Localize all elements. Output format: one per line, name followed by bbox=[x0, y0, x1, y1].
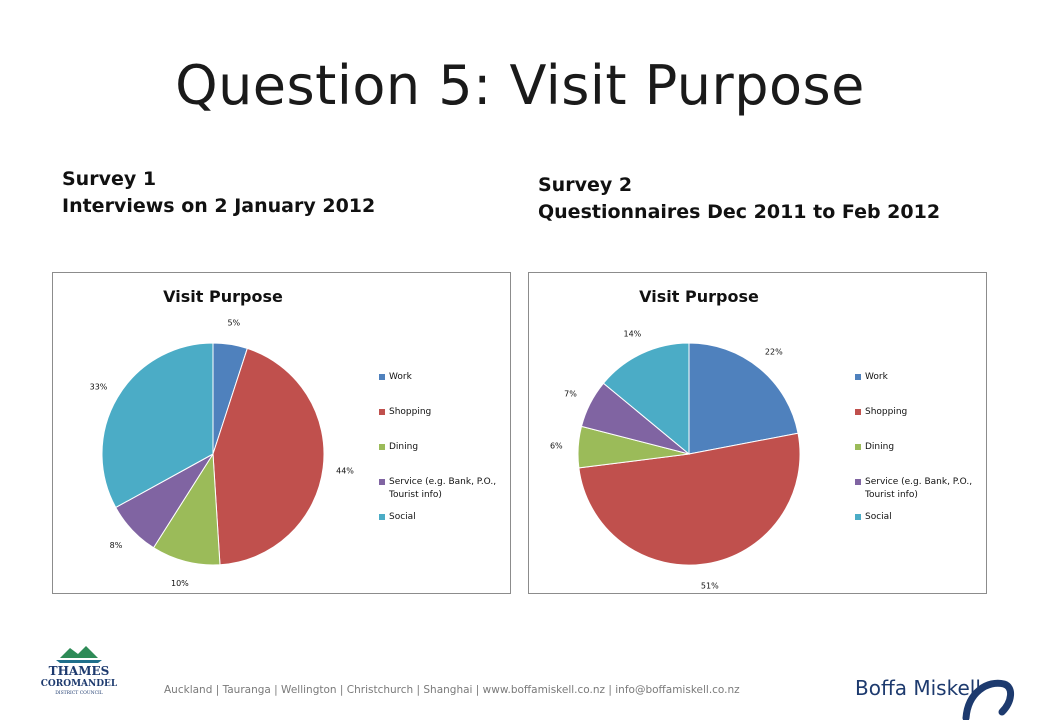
council-logo: THAMES COROMANDEL DISTRICT COUNCIL bbox=[38, 644, 120, 702]
pie-slice bbox=[212, 347, 325, 566]
legend-label: Service (e.g. Bank, P.O., Tourist info) bbox=[389, 477, 497, 500]
slice-data-label: 33% bbox=[90, 382, 108, 391]
legend-label: Social bbox=[865, 512, 892, 522]
legend-swatch bbox=[379, 514, 385, 520]
legend-item: Work bbox=[855, 371, 888, 384]
legend-label: Work bbox=[865, 372, 888, 382]
legend-swatch bbox=[855, 409, 861, 415]
legend-swatch bbox=[855, 479, 861, 485]
survey-2-name: Survey 2 bbox=[538, 174, 633, 196]
legend-item: Dining bbox=[379, 441, 418, 454]
survey-2-heading: Survey 2 Questionnaires Dec 2011 to Feb … bbox=[538, 172, 940, 226]
survey-1-name: Survey 1 bbox=[62, 168, 157, 190]
legend-item: Service (e.g. Bank, P.O., Tourist info) bbox=[855, 476, 972, 502]
survey-1-description: Interviews on 2 January 2012 bbox=[62, 195, 376, 217]
legend-label: Shopping bbox=[865, 407, 908, 417]
legend-label: Social bbox=[389, 512, 416, 522]
legend-item: Service (e.g. Bank, P.O., Tourist info) bbox=[379, 476, 496, 502]
pie-plot: 5% 44% 10% 8% 33% bbox=[90, 319, 355, 588]
slice-data-label: 7% bbox=[564, 390, 577, 399]
legend-item: Social bbox=[855, 511, 892, 524]
slice-data-label: 51% bbox=[701, 581, 719, 590]
legend-label: Dining bbox=[865, 442, 895, 452]
slice-data-label: 22% bbox=[765, 348, 783, 357]
legend-item: Dining bbox=[855, 441, 894, 454]
pie-slice bbox=[688, 342, 799, 455]
footer-contact: Auckland | Tauranga | Wellington | Chris… bbox=[164, 684, 740, 696]
legend-item: Work bbox=[379, 371, 412, 384]
pie-slice bbox=[101, 342, 214, 509]
legend-swatch bbox=[379, 444, 385, 450]
pie-chart-survey-2: Visit Purpose 22% 51% 6% 7% 14% Work Shopping… bbox=[528, 272, 987, 594]
slice-data-label: 14% bbox=[624, 330, 642, 339]
pie-slice bbox=[578, 432, 801, 566]
legend-swatch bbox=[379, 409, 385, 415]
legend-item: Social bbox=[379, 511, 416, 524]
survey-1-heading: Survey 1 Interviews on 2 January 2012 bbox=[62, 166, 375, 220]
legend-swatch bbox=[379, 479, 385, 485]
page-title: Question 5: Visit Purpose bbox=[175, 54, 865, 117]
legend-item: Shopping bbox=[855, 406, 907, 419]
council-logo-icon: THAMES COROMANDEL DISTRICT COUNCIL bbox=[41, 646, 118, 696]
legend-swatch bbox=[855, 374, 861, 380]
logo-line-2: COROMANDEL bbox=[41, 679, 118, 689]
slice-data-label: 5% bbox=[227, 319, 240, 328]
survey-2-description: Questionnaires Dec 2011 to Feb 2012 bbox=[538, 201, 941, 223]
legend-swatch bbox=[855, 514, 861, 520]
brand-name: Boffa Miskell bbox=[855, 676, 981, 700]
slice-data-label: 8% bbox=[110, 541, 123, 550]
pie-plot: 22% 51% 6% 7% 14% bbox=[550, 330, 801, 590]
brand-swirl-icon bbox=[962, 679, 1014, 720]
legend-swatch bbox=[379, 374, 385, 380]
logo-line-3: DISTRICT COUNCIL bbox=[55, 690, 103, 696]
pie-chart-survey-1: Visit Purpose 5% 44% 10% 8% 33% Work Shopping… bbox=[52, 272, 511, 594]
slice-data-label: 44% bbox=[336, 467, 354, 476]
legend-label: Dining bbox=[389, 442, 419, 452]
legend-label: Service (e.g. Bank, P.O., Tourist info) bbox=[865, 477, 973, 500]
slice-data-label: 6% bbox=[550, 442, 563, 451]
pie-slice bbox=[602, 342, 690, 456]
legend-item: Shopping bbox=[379, 406, 431, 419]
legend-label: Work bbox=[389, 372, 412, 382]
chart-title: Visit Purpose bbox=[639, 287, 759, 306]
legend-swatch bbox=[855, 444, 861, 450]
chart-title: Visit Purpose bbox=[163, 287, 283, 306]
logo-line-1: THAMES bbox=[49, 664, 110, 678]
slice-data-label: 10% bbox=[171, 579, 189, 588]
legend-label: Shopping bbox=[389, 407, 432, 417]
